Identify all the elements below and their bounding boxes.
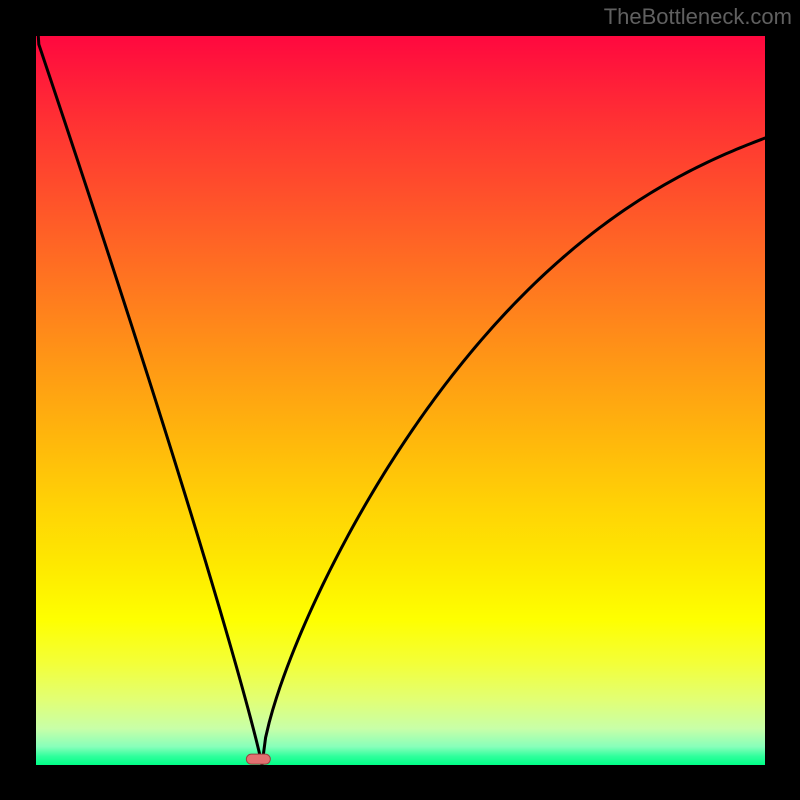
plot-background bbox=[36, 36, 765, 765]
chart-container: TheBottleneck.com bbox=[0, 0, 800, 800]
chart-svg bbox=[0, 0, 800, 800]
watermark-text: TheBottleneck.com bbox=[604, 4, 792, 30]
optimum-marker bbox=[246, 754, 270, 764]
